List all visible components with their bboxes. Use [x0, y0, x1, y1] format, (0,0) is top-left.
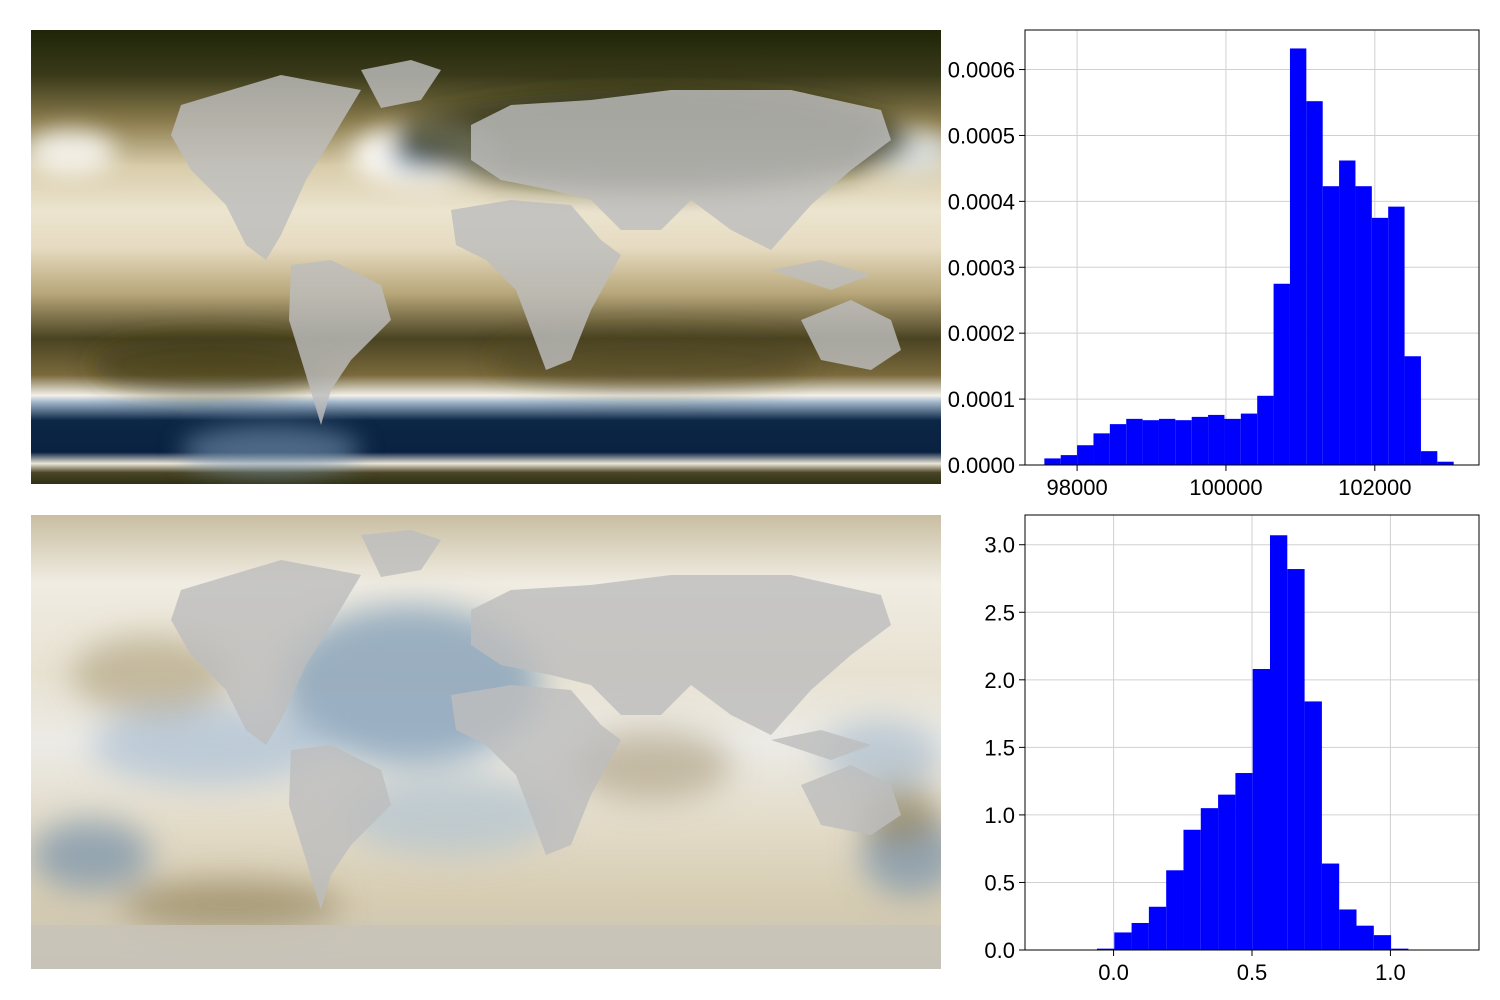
histogram-bar: [1218, 794, 1236, 950]
histogram-bar: [1148, 906, 1167, 950]
histogram-bar: [1321, 863, 1340, 950]
histogram-bar: [1126, 418, 1143, 465]
histogram-bar: [1373, 935, 1392, 950]
histogram-bar: [1224, 418, 1241, 465]
histogram-bar: [1060, 455, 1078, 465]
histogram-bar: [1252, 669, 1270, 950]
histogram-bar: [1114, 932, 1132, 950]
x-tick-label: 1.0: [1375, 960, 1406, 985]
y-tick-label: 0.0004: [948, 189, 1015, 214]
histogram-bottom: 0.0 0.5 1.0 0.0 0.5 1.0 1.5 2.0 2.5 3.0: [984, 514, 1480, 985]
x-tick-label: 100000: [1189, 475, 1262, 500]
histogram-bar: [1437, 461, 1454, 465]
map-panel-bottom: [31, 515, 941, 969]
histogram-bar: [1093, 433, 1110, 465]
histogram-bar: [1306, 101, 1323, 465]
histogram-bar: [1235, 773, 1253, 950]
histogram-bar: [1356, 925, 1374, 950]
histogram-bar: [1420, 451, 1438, 465]
y-tick-label: 1.0: [984, 803, 1015, 828]
histogram-top: 98000 100000 102000 0.0000 0.0001 0.0002 0.000…: [948, 29, 1480, 500]
y-tick-label: 0.0000: [948, 453, 1015, 478]
map-panel-top: [31, 30, 941, 484]
y-tick-label: 2.5: [984, 600, 1015, 625]
map-bottom-land: [171, 530, 901, 910]
histogram-bar: [1391, 948, 1409, 950]
histogram-bar: [1269, 535, 1288, 950]
y-tick-label: 0.0006: [948, 58, 1015, 83]
histogram-bar: [1200, 808, 1219, 950]
histogram-bar: [1240, 413, 1258, 465]
y-tick-label: 0.0002: [948, 321, 1015, 346]
histogram-bar: [1339, 909, 1357, 950]
histogram-bar: [1339, 160, 1356, 465]
histogram-bar: [1077, 445, 1094, 465]
x-tick-label: 0.0: [1098, 960, 1129, 985]
histogram-bar: [1131, 922, 1149, 950]
plot-frame: [1024, 29, 1480, 466]
histogram-bar: [1158, 418, 1176, 465]
histogram-bar: [1371, 217, 1389, 465]
y-tick-label: 0.0: [984, 938, 1015, 963]
histogram-bar: [1304, 701, 1322, 950]
y-tick-label: 0.0001: [948, 387, 1015, 412]
y-tick-label: 1.5: [984, 735, 1015, 760]
x-tick-label: 102000: [1338, 475, 1411, 500]
y-tick-label: 0.5: [984, 870, 1015, 895]
map-image-top: [31, 30, 941, 484]
histogram-bar: [1183, 829, 1201, 950]
histogram-bar: [1322, 186, 1340, 466]
histogram-bar: [1166, 870, 1184, 950]
histogram-bar: [1388, 206, 1405, 466]
x-tick-label: 98000: [1047, 475, 1108, 500]
histogram-bar: [1257, 395, 1274, 465]
histogram-bar: [1208, 414, 1225, 465]
y-tick-label: 0.0003: [948, 255, 1015, 280]
histogram-bar: [1044, 458, 1061, 465]
histogram-bar: [1175, 420, 1192, 465]
map-image-bottom: [31, 515, 941, 969]
y-tick-label: 3.0: [984, 533, 1015, 558]
y-tick-label: 0.0005: [948, 123, 1015, 148]
histogram-bar: [1273, 283, 1290, 465]
histogram-bar: [1142, 420, 1159, 465]
y-tick-label: 2.0: [984, 668, 1015, 693]
histogram-bar: [1287, 569, 1305, 950]
map-top-land: [171, 60, 901, 425]
histogram-bar: [1355, 186, 1372, 466]
histogram-bar: [1109, 424, 1127, 465]
histogram-bar: [1289, 48, 1307, 466]
histogram-bar: [1096, 948, 1115, 950]
x-tick-label: 0.5: [1237, 960, 1268, 985]
histogram-bar: [1191, 416, 1209, 465]
histogram-bar: [1404, 356, 1421, 465]
